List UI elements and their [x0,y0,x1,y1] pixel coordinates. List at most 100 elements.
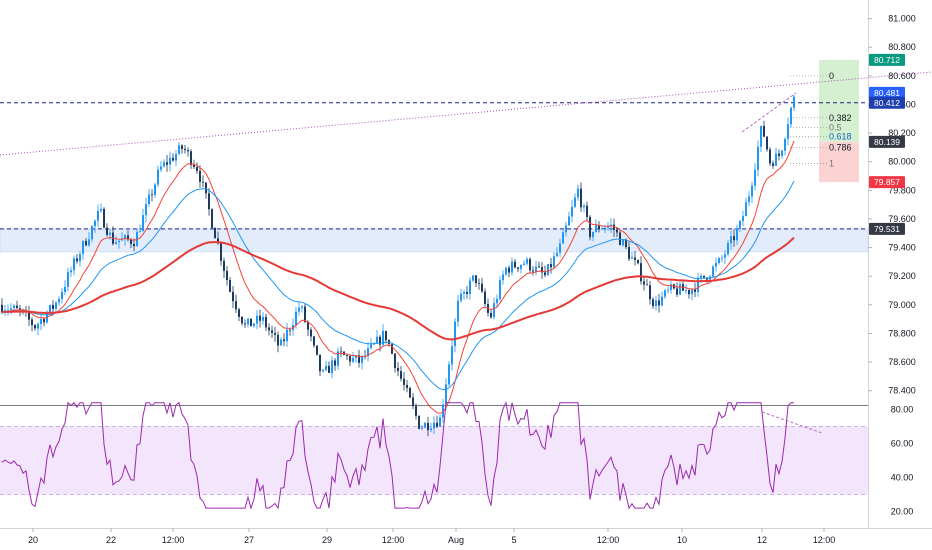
candle-body [253,323,255,327]
time-tick-label: 10 [677,535,687,545]
candle-body [577,188,579,198]
candle-body [208,193,210,210]
candle-body [604,227,606,229]
candle-body [352,357,354,362]
candle-body [145,204,147,216]
candle-body [310,329,312,337]
candle-body [640,263,642,282]
candle-body [154,184,156,196]
candle-body [664,290,666,297]
candle-body [775,153,777,166]
candle-body [58,299,60,303]
price-tick-label: 78.800 [888,328,916,338]
time-tick-label: 20 [28,535,38,545]
candle-body [454,321,456,347]
candle-body [670,284,672,290]
candle-body [304,306,306,322]
candle-body [151,194,153,196]
candle-body [31,319,33,326]
candle-body [289,329,291,331]
candle-body [283,339,285,342]
candle-body [457,300,459,322]
candle-body [415,406,417,416]
candle-body [754,169,756,186]
candle-body [106,227,108,235]
candle-body [481,283,483,292]
time-tick-label: 27 [244,535,254,545]
candle-body [430,428,432,431]
candle-body [1,304,3,312]
rsi-line [1,401,794,510]
candle-body [61,291,63,300]
candle-body [745,202,747,217]
candle-body [625,239,627,248]
candle-body [502,274,504,281]
candle-body [436,422,438,427]
candle-body [742,216,744,222]
candle-body [787,124,789,139]
candle-body [385,330,387,341]
candle-body [232,291,234,302]
candle-body [622,239,624,246]
candle-body [361,355,363,363]
candle-body [220,243,222,261]
candle-body [613,224,615,230]
candle-body [7,309,9,311]
price-badge-label: 80.412 [874,98,900,108]
candle-body [64,286,66,292]
price-badge [869,86,905,99]
candle-body [760,125,762,147]
candle-body [475,275,477,283]
candle-body [238,309,240,317]
price-tick-label: 80.200 [888,128,916,138]
candle-body [79,254,81,262]
fib-level-label: 0.786 [829,142,852,152]
price-tick-label: 80.600 [888,71,916,81]
candle-body [109,232,111,235]
price-tick-label: 79.400 [888,243,916,253]
fib-level-label: 0.382 [829,113,852,123]
candle-body [178,145,180,154]
candle-body [793,96,795,108]
candle-body [583,205,585,208]
candle-body [529,258,531,271]
candle-body [211,209,213,228]
candle-body [439,417,441,427]
wedge-upper-line [741,92,797,133]
candle-body [751,185,753,197]
candle-body [523,263,525,265]
candle-body [631,257,633,259]
candle-body [667,289,669,291]
candle-body [691,289,693,295]
candle-body [34,325,36,329]
candle-body [505,267,507,275]
candle-body [205,182,207,194]
candle-body [49,304,51,314]
candle-body [88,239,90,246]
candle-body [772,163,774,166]
ema-20-line [1,140,795,414]
candle-body [379,336,381,345]
candle-body [265,316,267,328]
fib-level-label: 1 [829,159,834,169]
candle-body [616,229,618,233]
candle-body [412,397,414,407]
candle-body [334,360,336,366]
candle-body [550,264,552,268]
candle-body [769,149,771,164]
fib-level-label: 0.618 [829,132,852,142]
candle-body [532,270,534,272]
candle-body [10,308,12,310]
candle-body [316,345,318,355]
price-tick-label: 78.600 [888,357,916,367]
candle-body [391,344,393,354]
candle-body [187,149,189,152]
candle-body [580,188,582,208]
candle-body [766,136,768,150]
ema-200-line [1,236,795,341]
candle-body [94,220,96,227]
candle-body [421,427,423,429]
candle-body [322,370,324,372]
candle-body [694,289,696,292]
candle-body [370,344,372,349]
